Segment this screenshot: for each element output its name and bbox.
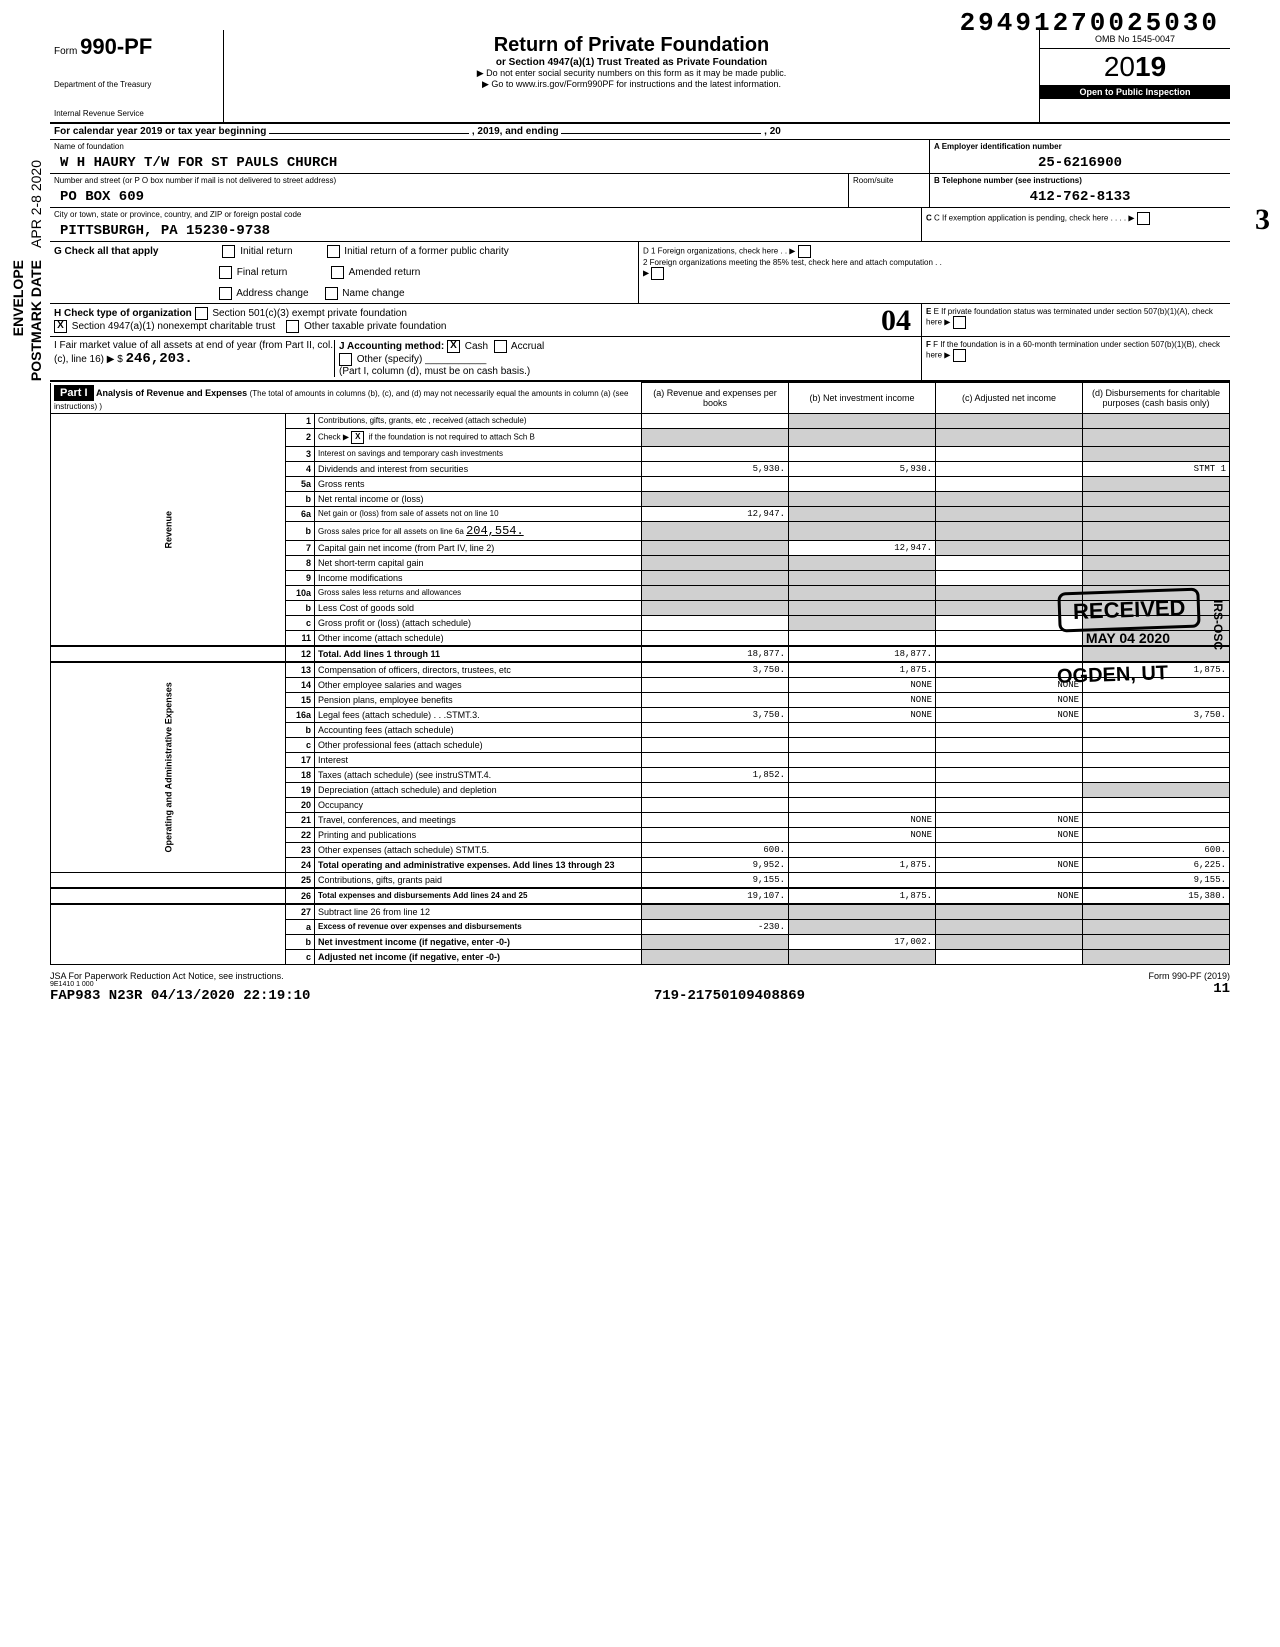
received-stamp: RECEIVED (1057, 588, 1201, 633)
schb-checkbox[interactable]: X (351, 431, 364, 444)
city-block: City or town, state or province, country… (50, 208, 1230, 242)
side-envelope: ENVELOPE (10, 260, 26, 336)
part1-badge: Part I (54, 385, 94, 401)
col-b-header: (b) Net investment income (789, 383, 936, 414)
year-bold: 19 (1135, 51, 1166, 82)
e-checkbox[interactable] (953, 316, 966, 329)
g-initial[interactable] (222, 245, 235, 258)
h-other[interactable] (286, 320, 299, 333)
dept-irs: Internal Revenue Service (54, 109, 219, 118)
form-subtitle-2: ▶ Do not enter social security numbers o… (228, 68, 1035, 79)
h-4947[interactable]: X (54, 320, 67, 333)
col-a-header: (a) Revenue and expenses per books (642, 383, 789, 414)
name-label: Name of foundation (50, 140, 929, 153)
opex-label: Operating and Administrative Expenses (51, 662, 286, 873)
c-checkbox[interactable] (1137, 212, 1150, 225)
tel-label: B Telephone number (see instructions) (930, 174, 1230, 187)
form-number: 990-PF (80, 34, 152, 59)
g-name[interactable] (325, 287, 338, 300)
j-accrual[interactable] (494, 340, 507, 353)
d1-label: D 1 Foreign organizations, check here (643, 247, 778, 256)
po-box: PO BOX 609 (50, 187, 848, 207)
part1-note2: (Part I, column (d), must be on cash bas… (339, 366, 530, 377)
ogden-stamp: OGDEN, UT (1044, 658, 1180, 694)
i-j-f-row: I Fair market value of all assets at end… (50, 337, 1230, 382)
j-other[interactable] (339, 353, 352, 366)
room-label: Room/suite (849, 174, 929, 187)
street-tel-block: Number and street (or P O box number if … (50, 174, 1230, 208)
page-num: 11 (1148, 981, 1230, 997)
irs-osc: IRS-OSC (1211, 600, 1225, 650)
g-address[interactable] (219, 287, 232, 300)
col-c-header: (c) Adjusted net income (936, 383, 1083, 414)
g-former[interactable] (327, 245, 340, 258)
ein-value: 25-6216900 (930, 153, 1230, 173)
open-inspection: Open to Public Inspection (1040, 85, 1230, 99)
c-label: C If exemption application is pending, c… (934, 214, 1108, 223)
year-prefix: 20 (1104, 51, 1135, 82)
g-amended[interactable] (331, 266, 344, 279)
f-checkbox[interactable] (953, 349, 966, 362)
city-value: PITTSBURGH, PA 15230-9738 (50, 221, 921, 241)
footer-line: FAP983 N23R 04/13/2020 22:19:10 (50, 988, 310, 1004)
form-prefix: Form (54, 46, 77, 57)
revenue-label: Revenue (51, 413, 286, 646)
footer-mid: 719-21750109408869 (654, 988, 805, 1004)
part1-title: Analysis of Revenue and Expenses (96, 388, 247, 398)
form-subtitle-3: ▶ Go to www.irs.gov/Form990PF for instru… (228, 79, 1035, 90)
jsa-notice: JSA For Paperwork Reduction Act Notice, … (50, 971, 310, 981)
name-ein-block: Name of foundation W H HAURY T/W FOR ST … (50, 140, 1230, 174)
h-label: H Check type of organization (54, 308, 192, 319)
j-label: J Accounting method: (339, 341, 444, 352)
dept-treasury: Department of the Treasury (54, 80, 219, 89)
side-apr: APR 2-8 2020 (28, 160, 44, 248)
fmv-value: 246,203. (126, 351, 193, 367)
d1-checkbox[interactable] (798, 245, 811, 258)
street-label: Number and street (or P O box number if … (50, 174, 848, 187)
j-cash[interactable]: X (447, 340, 460, 353)
side-postmark: POSTMARK DATE (28, 260, 44, 381)
footer: JSA For Paperwork Reduction Act Notice, … (50, 971, 1230, 1004)
handwritten-3: 3 (1255, 203, 1270, 237)
g-label: G Check all that apply (54, 246, 158, 257)
city-label: City or town, state or province, country… (50, 208, 921, 221)
ein-label: A Employer identification number (930, 140, 1230, 153)
h-e-row: H Check type of organization Section 501… (50, 304, 1230, 337)
tel-value: 412-762-8133 (930, 187, 1230, 207)
d2-label: 2 Foreign organizations meeting the 85% … (643, 258, 933, 267)
calendar-year-row: For calendar year 2019 or tax year begin… (50, 124, 1230, 140)
e-label: E If private foundation status was termi… (926, 307, 1213, 327)
form-title: Return of Private Foundation (228, 34, 1035, 57)
f-label: F If the foundation is in a 60-month ter… (926, 340, 1220, 360)
handwritten-04: 04 (881, 304, 911, 338)
form-ref: Form 990-PF (2019) (1148, 971, 1230, 981)
form-header: Form 990-PF Department of the Treasury I… (50, 30, 1230, 124)
g-final[interactable] (219, 266, 232, 279)
stamp-date: MAY 04 2020 (1086, 630, 1170, 646)
form-subtitle-1: or Section 4947(a)(1) Trust Treated as P… (228, 57, 1035, 68)
jsa-code: 9E1410 1 000 (50, 981, 310, 988)
g-d-row: G Check all that apply Initial return In… (50, 242, 1230, 304)
i-label: I Fair market value of all assets at end… (54, 340, 333, 365)
h-501c3[interactable] (195, 307, 208, 320)
foundation-name: W H HAURY T/W FOR ST PAULS CHURCH (50, 153, 929, 173)
d2-checkbox[interactable] (651, 267, 664, 280)
col-d-header: (d) Disbursements for charitable purpose… (1083, 383, 1230, 414)
scan-code: 29491270025030 (960, 8, 1220, 38)
